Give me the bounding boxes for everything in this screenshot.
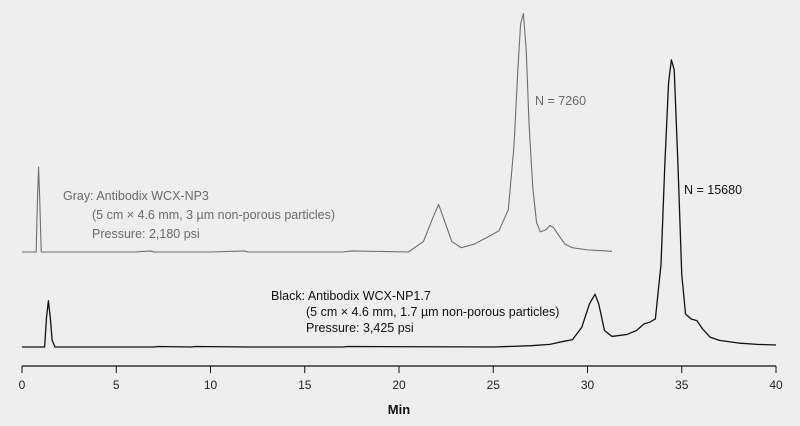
gray-trace [22,12,613,253]
x-tick-label: 20 [392,378,406,392]
x-ticks: 0 5 10 15 20 25 30 35 40 [19,366,783,392]
x-tick-label: 40 [769,378,783,392]
black-series-label: Black: Antibodix WCX-NP1.7 (5 cm × 4.6 m… [271,289,559,335]
gray-label-line-1: Gray: Antibodix WCX-NP3 [63,189,209,203]
black-label-line-2: (5 cm × 4.6 mm, 1.7 µm non-porous partic… [306,305,559,319]
gray-peak-annotation: N = 7260 [535,94,586,108]
x-axis-title: Min [388,402,410,417]
black-label-line-3: Pressure: 3,425 psi [306,321,414,335]
black-label-line-1: Black: Antibodix WCX-NP1.7 [271,289,431,303]
x-tick-label: 10 [204,378,218,392]
gray-series-label: Gray: Antibodix WCX-NP3 (5 cm × 4.6 mm, … [63,189,335,241]
black-peak-annotation: N = 15680 [684,183,742,197]
x-tick-label: 0 [19,378,26,392]
x-tick-label: 35 [675,378,689,392]
x-tick-label: 25 [487,378,501,392]
x-tick-label: 30 [581,378,595,392]
gray-label-line-2: (5 cm × 4.6 mm, 3 µm non-porous particle… [92,208,335,222]
series-layer [22,12,777,348]
x-tick-label: 15 [298,378,312,392]
black-trace [22,59,777,348]
gray-label-line-3: Pressure: 2,180 psi [92,227,200,241]
x-tick-label: 5 [113,378,120,392]
